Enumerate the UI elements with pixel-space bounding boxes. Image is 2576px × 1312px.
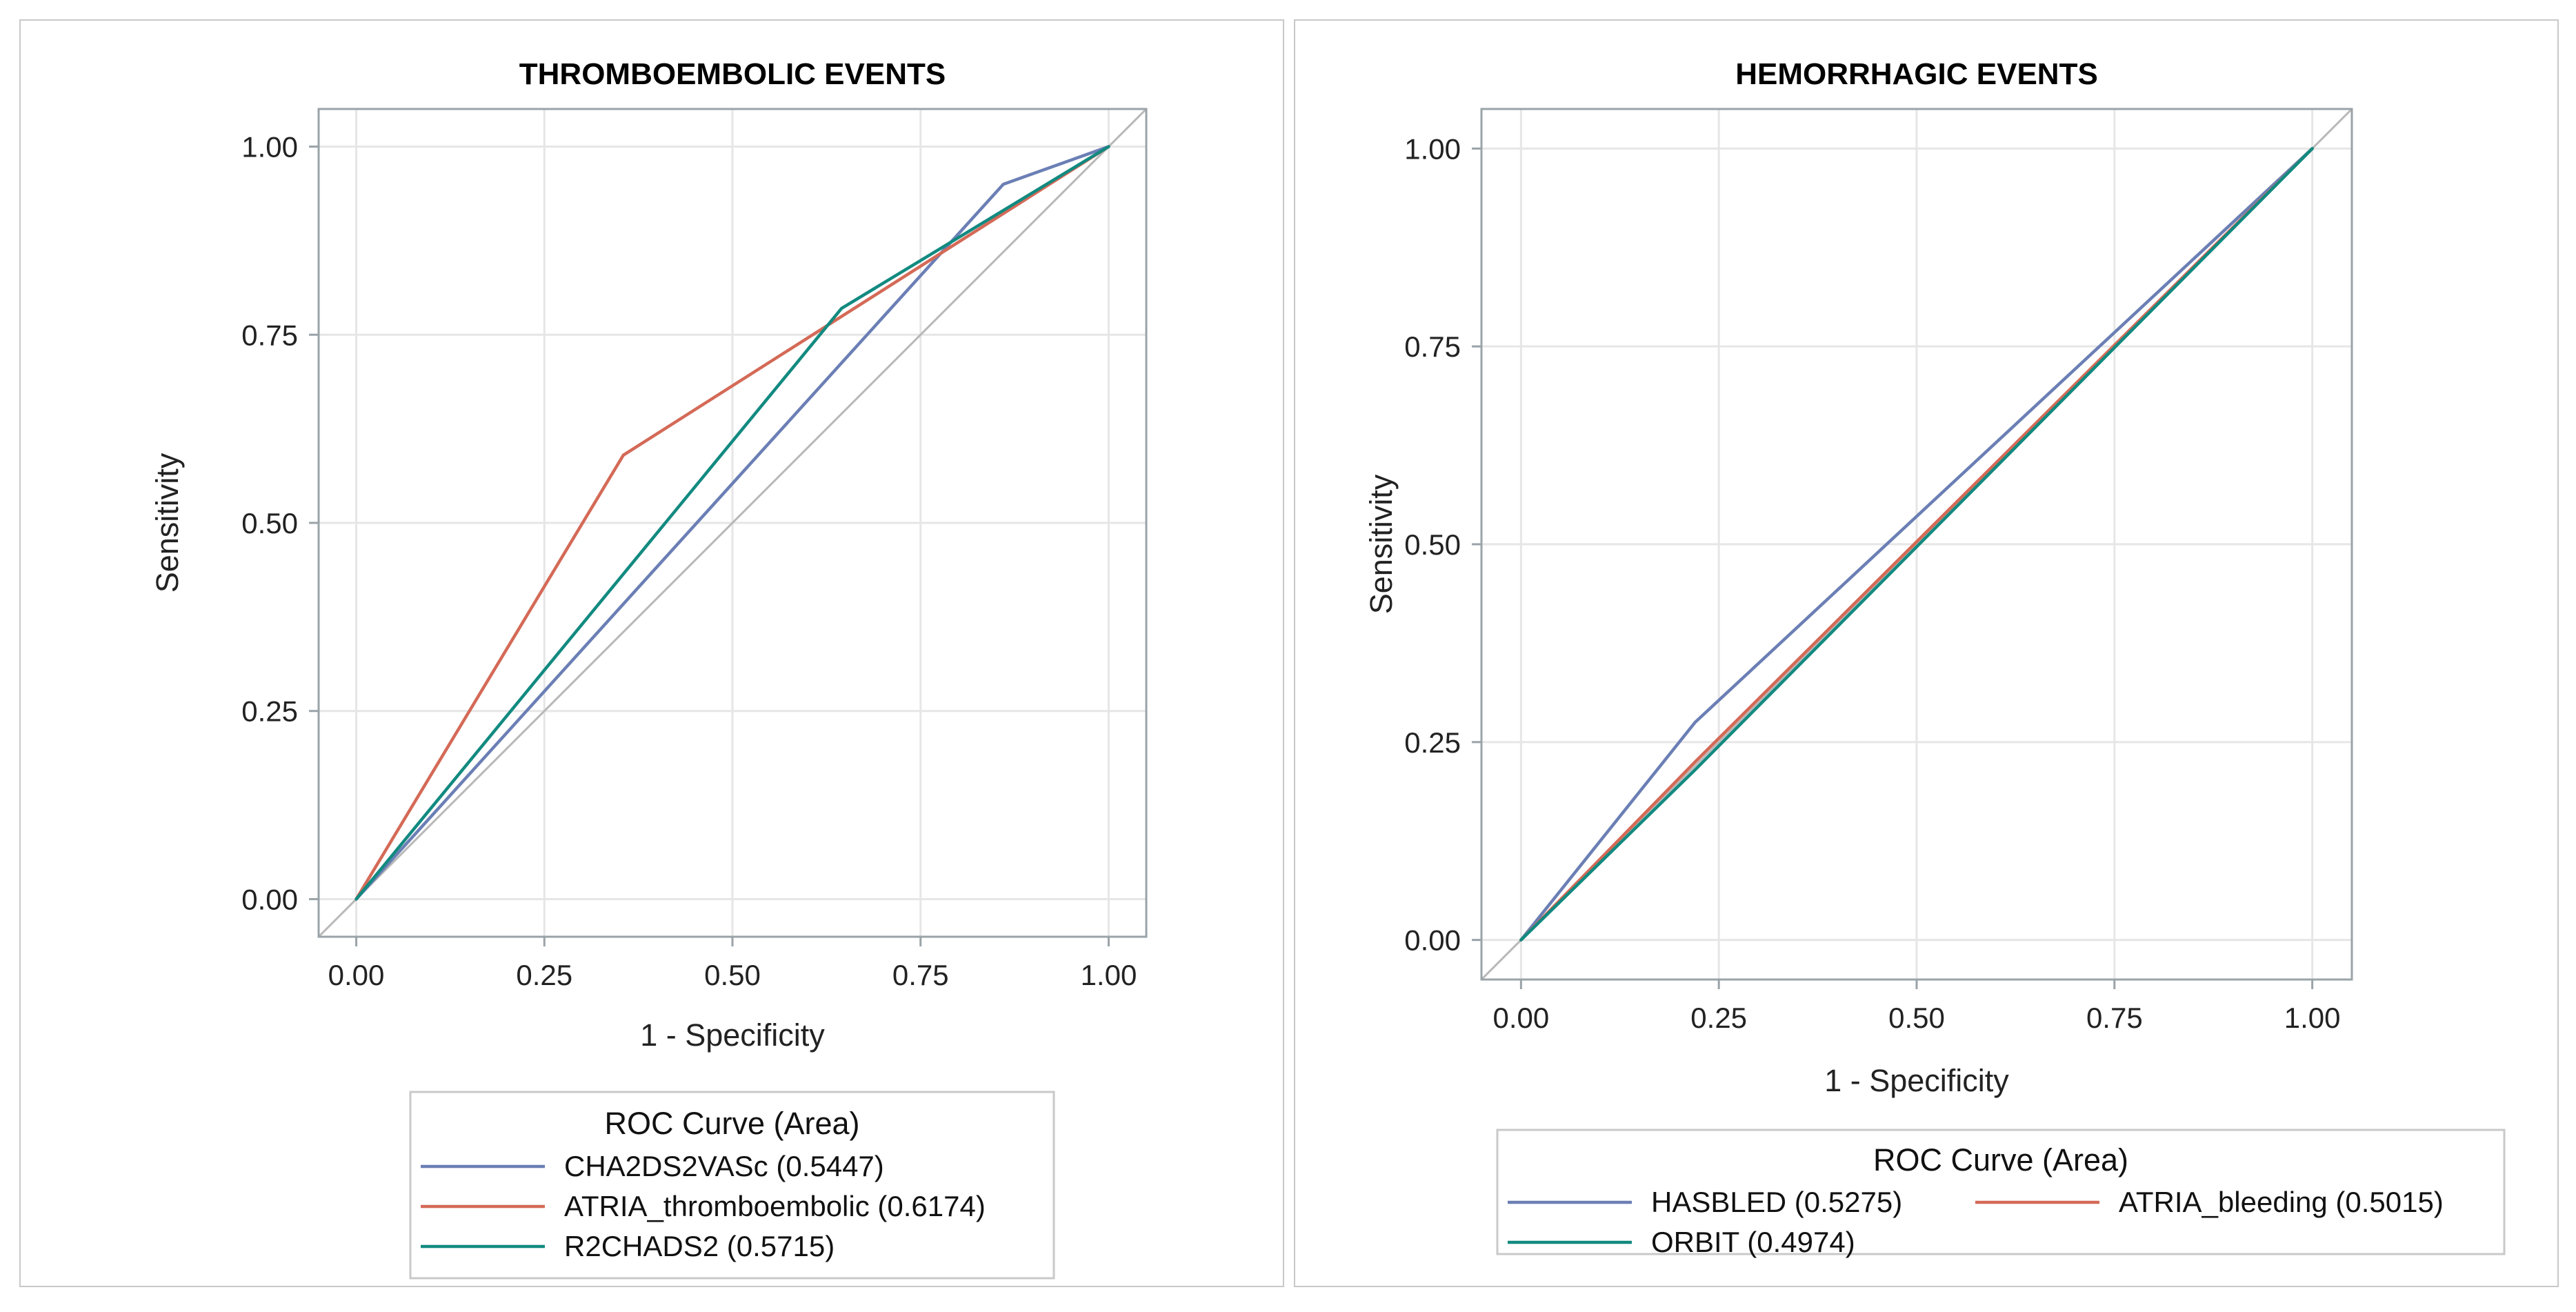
thromboembolic-roc-chart: THROMBOEMBOLIC EVENTS 0.00 0.25 0.50 0.75 1.0… xyxy=(150,57,1148,1280)
plot-frame xyxy=(317,108,1148,938)
y-tick-label: 0.50 xyxy=(241,507,298,539)
legend-entry-atria_thromboembolic: ATRIA_thromboembolic (0.6174) xyxy=(564,1190,986,1222)
reference-diagonal xyxy=(317,108,1148,938)
legend-title: ROC Curve (Area) xyxy=(604,1106,859,1141)
thromboembolic-panel: THROMBOEMBOLIC EVENTS 0.00 0.25 0.50 0.75 1.0… xyxy=(19,19,1284,1287)
hemorrhagic-panel: HEMORRHAGIC EVENTS 0.00 0.25 0.50 0.75 1.00 0.… xyxy=(1294,19,2559,1287)
x-tick-label: 0.25 xyxy=(516,959,572,991)
x-tick-label: 1.00 xyxy=(2284,1002,2341,1034)
legend-title: ROC Curve (Area) xyxy=(1873,1142,2128,1177)
legend-series-name: R2CHADS2 xyxy=(564,1230,727,1262)
legend-series-area: (0.5447) xyxy=(776,1150,883,1182)
y-tick-label: 0.00 xyxy=(1404,924,1461,957)
legend-series-name: ATRIA_thromboembolic xyxy=(564,1190,877,1222)
legend-series-area: (0.5275) xyxy=(1795,1186,1902,1218)
plot-frame xyxy=(1480,108,2353,981)
x-tick-label: 0.75 xyxy=(2086,1002,2143,1034)
x-tick-label: 0.50 xyxy=(1888,1002,1945,1034)
legend-series-area: (0.4974) xyxy=(1747,1226,1855,1258)
roc-line-hasbled xyxy=(1519,147,2314,942)
y-tick-label: 0.25 xyxy=(1404,726,1461,759)
y-tick-label: 0.75 xyxy=(1404,330,1461,363)
legend-entry-r2chads2: R2CHADS2 (0.5715) xyxy=(564,1230,835,1262)
legend-series-area: (0.5015) xyxy=(2335,1186,2443,1218)
y-axis-label: Sensitivity xyxy=(150,453,185,593)
y-tick-label: 1.00 xyxy=(241,131,298,163)
y-tick-label: 0.50 xyxy=(1404,528,1461,561)
legend-series-area: (0.5715) xyxy=(727,1230,835,1262)
x-axis-label: 1 - Specificity xyxy=(1824,1063,2009,1098)
roc-line-orbit xyxy=(1519,147,2314,942)
chart-title: THROMBOEMBOLIC EVENTS xyxy=(519,57,946,91)
legend-box xyxy=(1496,1129,2506,1255)
legend-series-name: CHA2DS2VASc xyxy=(564,1150,776,1182)
y-tick-label: 0.00 xyxy=(241,883,298,915)
roc-line-atria_thromboembolic xyxy=(355,145,1110,901)
x-tick-label: 0.00 xyxy=(328,959,385,991)
x-tick-label: 0.00 xyxy=(1492,1002,1549,1034)
x-tick-label: 1.00 xyxy=(1081,959,1137,991)
y-tick-label: 0.75 xyxy=(241,319,298,351)
x-tick-label: 0.50 xyxy=(704,959,761,991)
hemorrhagic-roc-chart: HEMORRHAGIC EVENTS 0.00 0.25 0.50 0.75 1.00 0.… xyxy=(1364,57,2506,1258)
legend-series-name: ORBIT xyxy=(1651,1226,1747,1258)
legend-entry-atria_bleeding: ATRIA_bleeding (0.5015) xyxy=(2119,1186,2444,1218)
roc-line-r2chads2 xyxy=(355,145,1110,901)
x-tick-label: 0.25 xyxy=(1690,1002,1747,1034)
legend-entry-cha2ds2vasc: CHA2DS2VASc (0.5447) xyxy=(564,1150,884,1182)
legend-series-name: ATRIA_bleeding xyxy=(2119,1186,2335,1218)
y-axis-label: Sensitivity xyxy=(1364,474,1399,614)
roc-line-atria_bleeding xyxy=(1519,147,2314,942)
y-tick-label: 0.25 xyxy=(241,695,298,728)
x-tick-label: 0.75 xyxy=(892,959,949,991)
roc-line-cha2ds2vasc xyxy=(355,145,1110,901)
legend-series-area: (0.6174) xyxy=(877,1190,985,1222)
legend-series-name: HASBLED xyxy=(1651,1186,1795,1218)
y-tick-label: 1.00 xyxy=(1404,132,1461,165)
chart-title: HEMORRHAGIC EVENTS xyxy=(1735,57,2098,91)
legend-entry-orbit: ORBIT (0.4974) xyxy=(1651,1226,1855,1258)
x-axis-label: 1 - Specificity xyxy=(640,1017,825,1053)
legend-entry-hasbled: HASBLED (0.5275) xyxy=(1651,1186,1902,1218)
